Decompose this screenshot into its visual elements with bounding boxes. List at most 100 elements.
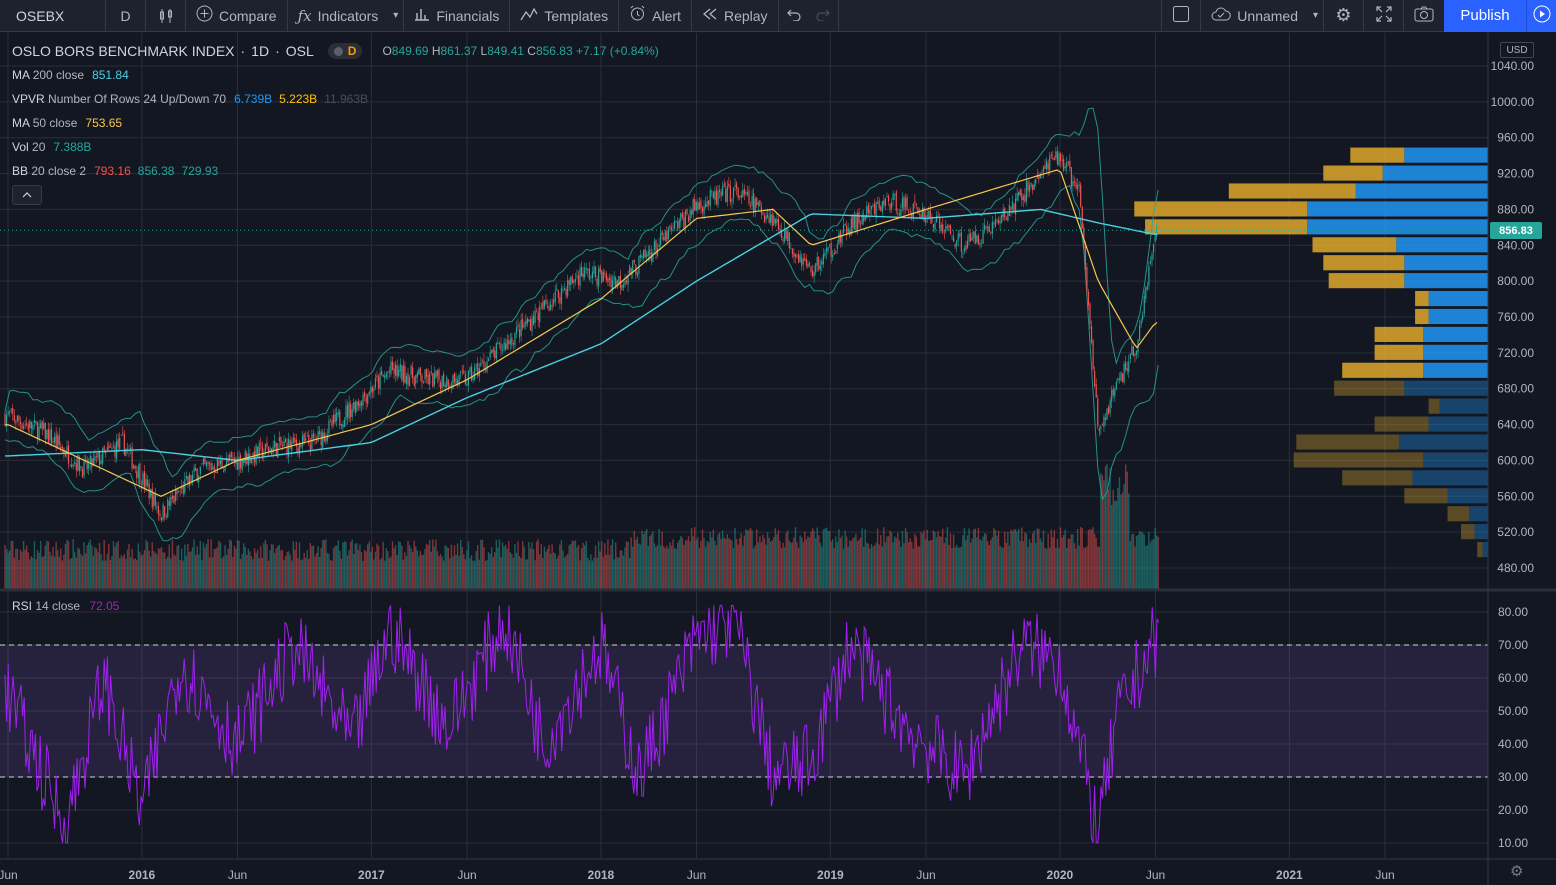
indicator-legend-row[interactable]: Vol 20 7.388B: [12, 135, 659, 159]
settings-button[interactable]: ⚙: [1324, 0, 1364, 32]
candle-body: [205, 462, 208, 467]
candle-body: [390, 361, 392, 375]
candle-body: [980, 242, 983, 244]
price-tick-label: 680.00: [1497, 382, 1534, 396]
volume-bar: [821, 546, 823, 589]
volume-bar: [126, 549, 129, 589]
interval-button[interactable]: D: [106, 0, 146, 32]
candle-body: [551, 304, 553, 307]
indicator-legend-row[interactable]: VPVR Number Of Rows 24 Up/Down 70 6.739B 5…: [12, 87, 659, 111]
candle-body: [655, 240, 657, 255]
candle-body: [505, 343, 507, 351]
volume-bar: [618, 557, 620, 589]
main-chart[interactable]: 1040.001000.00960.00920.00880.00840.0080…: [0, 33, 1556, 885]
candle-body: [178, 491, 180, 493]
layout-name: Unnamed: [1237, 7, 1298, 24]
indicator-legend-row[interactable]: MA 200 close 851.84: [12, 63, 659, 87]
redo-button[interactable]: [809, 0, 839, 32]
candle-body: [928, 210, 930, 218]
candle-body: [441, 375, 443, 389]
publish-menu-button[interactable]: [1526, 0, 1556, 32]
candle-body: [621, 285, 623, 291]
chart-settings-icon[interactable]: ⚙: [1510, 863, 1524, 880]
fullscreen-button[interactable]: [1364, 0, 1404, 32]
undo-button[interactable]: [779, 0, 809, 32]
symbol-search[interactable]: OSEBX: [0, 0, 106, 32]
volume-bar: [252, 559, 254, 589]
volume-bar: [988, 545, 990, 589]
candle-body: [337, 412, 339, 415]
time-axis[interactable]: Jun 2016 Jun 2017 Jun 2018 Jun 2019 Jun 2020 Jun 20…: [0, 868, 1395, 882]
candle-body: [95, 456, 98, 457]
candle-body: [1025, 180, 1028, 202]
collapse-legend-button[interactable]: [12, 185, 42, 205]
volume-bar: [368, 541, 370, 589]
volume-bar: [184, 544, 186, 589]
volume-bar: [119, 558, 121, 589]
candle-body: [1066, 161, 1068, 168]
compare-button[interactable]: Compare: [186, 0, 288, 32]
layout-dropdown[interactable]: ▾: [1308, 0, 1324, 32]
candle-body: [1098, 428, 1100, 431]
candle-body: [666, 231, 668, 242]
indicators-button[interactable]: ƒx Indicators: [288, 0, 389, 32]
volume-bar: [173, 554, 175, 589]
candle-body: [187, 476, 189, 484]
layout-name-button[interactable]: Unnamed: [1201, 0, 1308, 32]
templates-button[interactable]: Templates: [510, 0, 620, 32]
volume-bar: [162, 552, 164, 589]
price-axis[interactable]: 1040.001000.00960.00920.00880.00840.0080…: [1491, 59, 1535, 575]
volume-bar: [367, 544, 369, 589]
volume-bar: [235, 548, 237, 589]
delayed-badge[interactable]: D: [327, 43, 363, 59]
volume-bar: [743, 535, 746, 589]
currency-badge[interactable]: USD: [1500, 42, 1534, 58]
volume-bar: [328, 553, 330, 589]
financials-button[interactable]: Financials: [404, 0, 511, 32]
volume-bar: [1120, 494, 1122, 589]
symbol-legend[interactable]: OSLO BORS BENCHMARK INDEX · 1D · OSL D O…: [12, 42, 659, 60]
volume-bar: [30, 556, 33, 589]
volume-bar: [734, 528, 736, 589]
chart-style-button[interactable]: [146, 0, 186, 32]
candle-body: [698, 201, 700, 210]
vp-down-bar: [1477, 542, 1483, 558]
indicator-legend-row[interactable]: BB 20 close 2 793.16 856.38 729.93: [12, 159, 659, 183]
candle-body: [805, 259, 807, 266]
volume-bar: [787, 530, 789, 589]
indicators-dropdown[interactable]: ▾: [388, 0, 405, 32]
volume-bar: [498, 539, 501, 589]
rsi-legend[interactable]: RSI 14 close 72.05: [12, 599, 119, 613]
candle-body: [230, 452, 232, 458]
price-tick-label: 880.00: [1497, 202, 1534, 216]
indicator-value: 729.93: [181, 164, 219, 178]
candle-body: [129, 448, 132, 450]
candle-body: [827, 247, 829, 251]
vp-down-bar: [1374, 344, 1424, 360]
volume-bar: [938, 536, 941, 589]
ma200-line: [5, 208, 1158, 462]
replay-button[interactable]: Replay: [692, 0, 779, 32]
open-label: O: [382, 44, 392, 58]
volume-bar: [286, 551, 288, 589]
candle-body: [861, 214, 863, 224]
legend-exchange: OSL: [285, 43, 314, 59]
select-layout-button[interactable]: [1161, 0, 1202, 32]
volume-bar: [584, 545, 586, 589]
rsi-tick-label: 60.00: [1498, 671, 1528, 685]
publish-button[interactable]: Publish: [1444, 0, 1526, 32]
candle-body: [672, 226, 674, 228]
volume-bar: [247, 548, 250, 589]
toolbar-right: Unnamed ▾ ⚙ Publish: [1161, 0, 1556, 32]
candle-body: [210, 463, 212, 470]
indicator-legend-row[interactable]: MA 50 close 753.65: [12, 111, 659, 135]
volume-bar: [171, 539, 174, 589]
candle-body: [562, 290, 564, 291]
candle-body: [67, 445, 70, 464]
financials-label: Financials: [436, 7, 500, 24]
volume-bar: [873, 545, 876, 589]
snapshot-button[interactable]: [1404, 0, 1444, 32]
alert-button[interactable]: Alert: [619, 0, 692, 32]
candle-body: [703, 206, 705, 215]
